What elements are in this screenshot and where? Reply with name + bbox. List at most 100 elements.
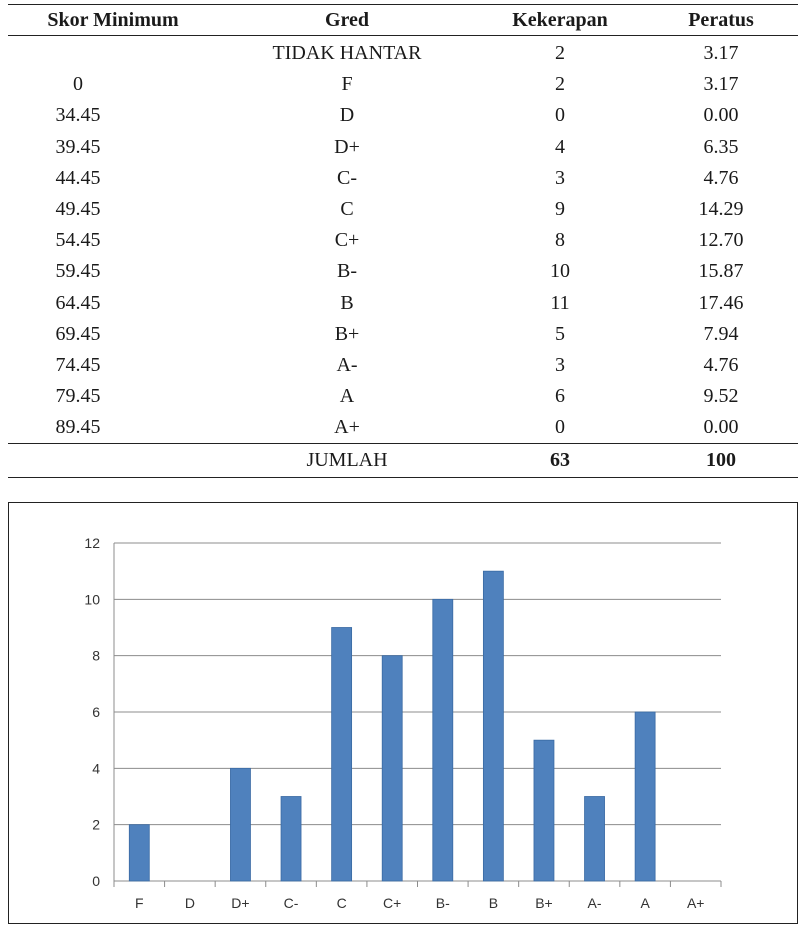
table-cell: 6.35 [703, 135, 739, 158]
grade-distribution-table: Skor Minimum Gred Kekerapan Peratus TIDA… [8, 4, 798, 479]
y-tick-label: 12 [84, 535, 100, 551]
x-tick-label: B- [436, 895, 450, 911]
table-cell: 44.45 [55, 166, 101, 189]
table-cell: 14.29 [698, 198, 744, 221]
bar-C+ [381, 655, 403, 882]
table-total-row: JUMLAH 63 100 [8, 443, 798, 479]
table-cell: 11 [550, 291, 570, 314]
table-cell [8, 36, 218, 70]
bar-chart: 0 2 4 6 8 10 12 F D D+ C- C C+ B- B B+ A- A A+ [84, 535, 722, 911]
table-cell: 7.94 [703, 322, 739, 345]
bar-chart-frame: 0 2 4 6 8 10 12 F D D+ C- C C+ B- B B+ A- A A+ [8, 502, 798, 924]
table-cell [8, 443, 218, 479]
table-cell: 100 [644, 443, 798, 479]
table-cell: 59.45 [55, 260, 101, 283]
table-cell: 2 [555, 42, 565, 65]
bar-D+ [230, 767, 251, 882]
table-cell: 74.45 [55, 353, 101, 376]
table-cell: 0 [555, 416, 565, 439]
table-cell: 79.45 [55, 385, 101, 408]
table-cell: 4.76 [703, 353, 739, 376]
table-row: 89.45 A+ 0 0.00 [8, 412, 798, 444]
table-body: TIDAK HANTAR 2 3.17 0 F 2 3.17 34.45 D 0 0.00 39.45… [8, 36, 798, 444]
column-header: Peratus [644, 4, 798, 36]
table-row: TIDAK HANTAR 2 3.17 [8, 36, 798, 70]
x-tick-label: A [640, 895, 650, 911]
table-cell: 5 [555, 322, 565, 345]
table-cell: 6 [555, 385, 565, 408]
table-row: 49.45 C 9 14.29 [8, 194, 798, 225]
table-cell: 3 [555, 166, 565, 189]
table-cell: A+ [334, 416, 360, 439]
table-cell: C- [337, 166, 357, 189]
table-cell: B+ [334, 322, 360, 345]
table-row: 34.45 D 0 0.00 [8, 100, 798, 131]
table-cell: B- [337, 260, 357, 283]
x-tick-label: B [489, 895, 498, 911]
x-tick-label: C [337, 895, 347, 911]
table-cell: 15.87 [698, 260, 744, 283]
x-tick-label: A- [588, 895, 602, 911]
table-row: 39.45 D+ 4 6.35 [8, 132, 798, 163]
x-tick-label: C- [284, 895, 299, 911]
y-tick-label: 2 [92, 817, 100, 833]
table-cell: C+ [334, 229, 360, 252]
y-tick-label: 10 [84, 591, 100, 607]
table-cell: 3 [555, 353, 565, 376]
table-row: 64.45 B 11 17.46 [8, 288, 798, 319]
table-row: 0 F 2 3.17 [8, 69, 798, 100]
column-header: Gred [218, 4, 476, 36]
table-cell: A [339, 385, 355, 408]
x-tick-label: A+ [687, 895, 705, 911]
table-cell: 9 [555, 198, 565, 221]
bar-F [128, 824, 150, 882]
bar-C- [280, 796, 302, 882]
table-cell: 89.45 [55, 416, 101, 439]
table-cell: 0 [73, 73, 83, 96]
y-tick-label: 0 [92, 873, 100, 889]
table-cell: 12.70 [698, 229, 744, 252]
table-cell: 17.46 [698, 291, 744, 314]
column-header: Kekerapan [476, 4, 644, 36]
x-tick-label: C+ [383, 895, 401, 911]
x-tick-label: F [135, 895, 144, 911]
table-row: 79.45 A 6 9.52 [8, 381, 798, 412]
table-cell: D+ [334, 135, 360, 158]
x-tick-label: D+ [231, 895, 249, 911]
table-cell: 3.17 [703, 42, 739, 65]
table-cell: 63 [476, 443, 644, 479]
y-tick-label: 4 [92, 760, 100, 776]
table-cell: C [340, 198, 354, 221]
table-row: 74.45 A- 3 4.76 [8, 350, 798, 381]
y-tick-label: 6 [92, 704, 100, 720]
table-cell: B [340, 291, 354, 314]
table-cell: 49.45 [55, 198, 101, 221]
column-header: Skor Minimum [8, 4, 218, 36]
table-cell: 3.17 [703, 73, 739, 96]
table-row: 54.45 C+ 8 12.70 [8, 225, 798, 256]
table-cell: JUMLAH [218, 443, 476, 479]
table-cell: 39.45 [55, 135, 101, 158]
table-cell: 0.00 [703, 416, 739, 439]
table-cell: 54.45 [55, 229, 101, 252]
table-cell: 64.45 [55, 291, 101, 314]
table-cell: 0 [555, 104, 565, 127]
table-cell: F [341, 73, 353, 96]
table-cell: 4.76 [703, 166, 739, 189]
table-header-row: Skor Minimum Gred Kekerapan Peratus [8, 4, 798, 36]
table-cell: 4 [555, 135, 565, 158]
table-cell: 0.00 [703, 104, 739, 127]
bar-A [634, 711, 656, 882]
table-row: 59.45 B- 10 15.87 [8, 256, 798, 287]
bar-B+ [533, 739, 555, 882]
bar-B- [432, 598, 454, 882]
table-row: 69.45 B+ 5 7.94 [8, 319, 798, 350]
bar-C [331, 627, 353, 882]
x-tick-label: B+ [535, 895, 553, 911]
table-cell: 34.45 [55, 104, 101, 127]
table-cell: TIDAK HANTAR [272, 42, 422, 65]
y-tick-label: 8 [92, 648, 100, 664]
bar-A- [584, 796, 605, 882]
table-cell: 8 [555, 229, 565, 252]
table-row: 44.45 C- 3 4.76 [8, 163, 798, 194]
